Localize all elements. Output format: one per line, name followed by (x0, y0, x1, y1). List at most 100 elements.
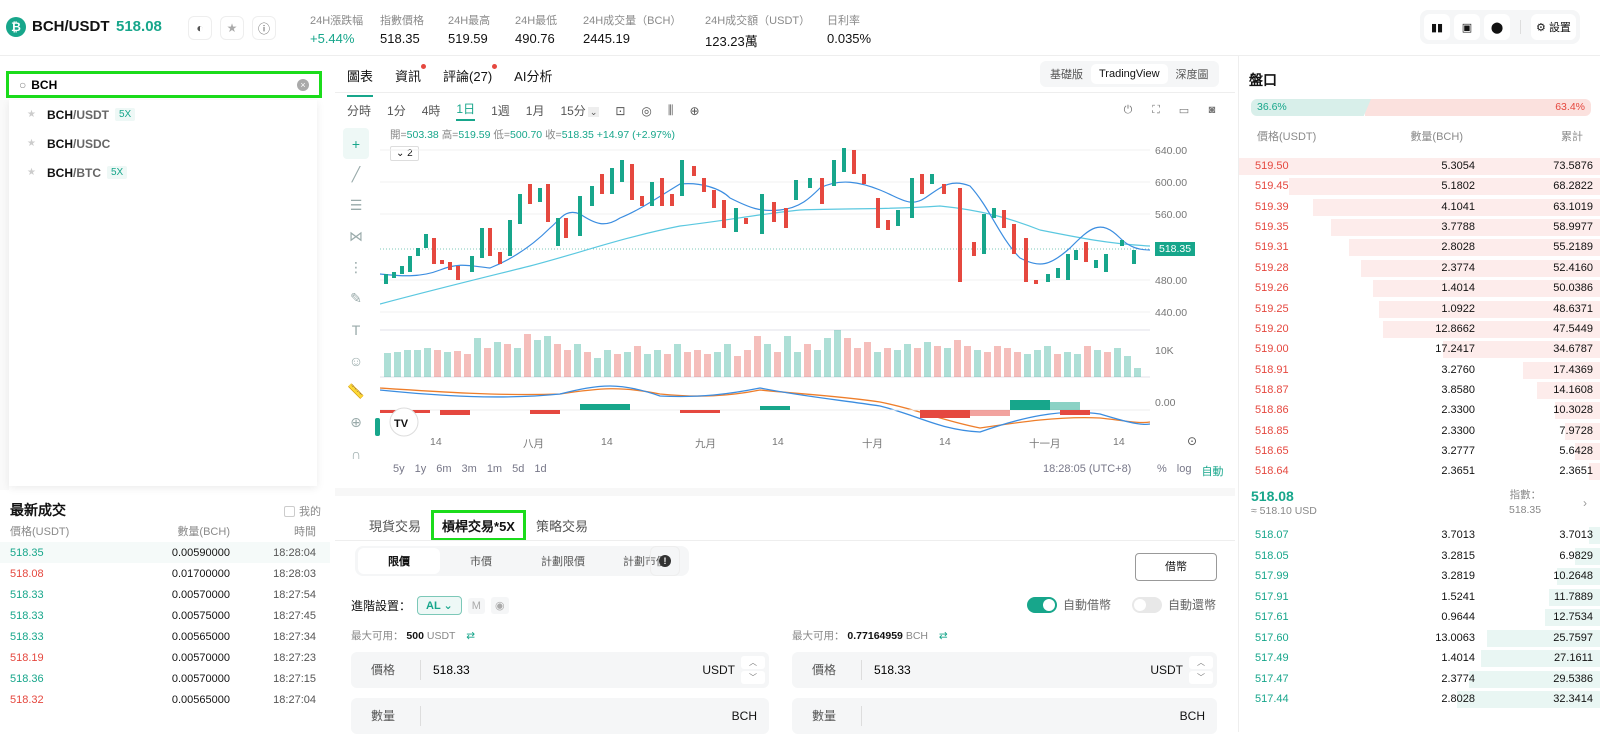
order-type-limit[interactable]: 限價 (358, 548, 440, 574)
tab-margin[interactable]: 槓桿交易*5X (431, 510, 526, 541)
eye-icon[interactable]: ◉ (490, 597, 509, 614)
tab-ai-analysis[interactable]: AI分析 (514, 69, 553, 84)
range-5y[interactable]: 5y (393, 463, 405, 475)
ruler-icon[interactable]: 📏 (347, 383, 365, 399)
tab-news[interactable]: 資訊 (395, 64, 427, 97)
ask-row[interactable]: 519.00 17.2417 34.6787 (1239, 340, 1600, 358)
indicator-collapse-button[interactable]: ⌄ 2 (390, 146, 419, 161)
ask-row[interactable]: 519.28 2.3774 52.4160 (1239, 259, 1600, 277)
scale-percent[interactable]: % (1157, 463, 1167, 475)
ask-row[interactable]: 519.26 1.4014 50.0386 (1239, 279, 1600, 297)
bid-row[interactable]: 517.61 0.9644 12.7534 (1239, 608, 1600, 626)
ask-row[interactable]: 519.50 5.3054 73.5876 (1239, 157, 1600, 175)
tab-chart[interactable]: 圖表 (347, 66, 374, 97)
tab-strategy[interactable]: 策略交易 (535, 519, 588, 534)
text-icon[interactable]: T (351, 321, 361, 338)
pair-name[interactable]: BCH/USDT (32, 18, 110, 35)
bid-row[interactable]: 517.49 1.4014 27.1611 (1239, 649, 1600, 667)
view-basic[interactable]: 基礎版 (1050, 69, 1083, 81)
horizontal-lines-icon[interactable]: ☰ (349, 197, 363, 213)
auto-borrow-toggle[interactable]: 自動借幣 (1027, 596, 1111, 613)
collapse-toolbar-handle[interactable] (375, 418, 380, 436)
transfer-icon[interactable]: ⇄ (938, 630, 948, 642)
ask-row[interactable]: 518.65 3.2777 5.6428 (1239, 442, 1600, 460)
buy-qty-input[interactable] (421, 709, 732, 723)
sell-price-input[interactable] (862, 663, 1151, 677)
range-5d[interactable]: 5d (512, 463, 525, 475)
settings-button[interactable]: ⚙ 設置 (1531, 14, 1576, 40)
order-type-plan-market[interactable]: 計劃市價 (623, 556, 667, 568)
info-button[interactable]: ! (650, 546, 680, 576)
trend-line-icon[interactable]: ╱ (351, 166, 361, 182)
ask-row[interactable]: 519.35 3.7788 58.9977 (1239, 218, 1600, 236)
star-icon[interactable]: ★ (220, 16, 244, 40)
transfer-icon[interactable]: ⇄ (466, 630, 476, 642)
result-item[interactable]: ★ BCH/USDT 5X (9, 100, 317, 129)
tf-1w[interactable]: 1週 (491, 104, 510, 118)
order-type-plan-limit[interactable]: 計劃限價 (541, 556, 585, 568)
increase-button[interactable]: ︿ (741, 656, 765, 669)
ask-row[interactable]: 519.45 5.1802 68.2822 (1239, 177, 1600, 195)
tab-spot[interactable]: 現貨交易 (369, 519, 422, 534)
magnet-icon[interactable]: ∩ (350, 445, 362, 462)
power-icon[interactable]: ⏻ (1123, 103, 1133, 116)
zoom-in-icon[interactable]: ⊕ (350, 414, 362, 430)
crosshair-icon[interactable]: + (343, 128, 369, 159)
ask-row[interactable]: 518.91 3.2760 17.4369 (1239, 361, 1600, 379)
search-box[interactable]: ○ × (6, 71, 322, 98)
bid-row[interactable]: 518.05 3.2815 6.9829 (1239, 547, 1600, 565)
ask-row[interactable]: 518.85 2.3300 7.9728 (1239, 422, 1600, 440)
advanced-mode-select[interactable]: AL ⌄ (417, 596, 462, 615)
brush-icon[interactable]: ✎ (350, 290, 362, 306)
fullscreen-icon[interactable]: ⛶ (1152, 103, 1160, 116)
sell-qty-input[interactable] (862, 709, 1180, 723)
bid-row[interactable]: 518.07 3.7013 3.7013 (1239, 526, 1600, 544)
range-1y[interactable]: 1y (414, 463, 427, 475)
axis-settings-icon[interactable]: ⊙ (1187, 434, 1198, 448)
fib-icon[interactable]: ⋮ (349, 259, 363, 275)
buy-price-input[interactable] (421, 663, 703, 677)
m-mode-button[interactable]: M (467, 597, 485, 614)
tf-1mo[interactable]: 1月 (525, 104, 545, 118)
ask-row[interactable]: 519.39 4.1041 63.1019 (1239, 198, 1600, 216)
chart-icon[interactable]: ⬤ (1484, 14, 1510, 40)
bid-row[interactable]: 517.91 1.5241 11.7889 (1239, 588, 1600, 606)
ask-row[interactable]: 518.64 2.3651 2.3651 (1239, 462, 1600, 480)
ask-row[interactable]: 518.87 3.8580 14.1608 (1239, 381, 1600, 399)
scale-auto[interactable]: 自動 (1201, 466, 1224, 478)
tf-15m[interactable]: 15分 ⌄ (560, 104, 600, 118)
tf-1d[interactable]: 1日 (456, 100, 476, 121)
borrow-button[interactable]: 借幣 (1135, 553, 1217, 581)
view-tradingview[interactable]: TradingView (1091, 64, 1168, 84)
ask-row[interactable]: 519.25 1.0922 48.6371 (1239, 300, 1600, 318)
candle-type-icon[interactable]: ⫼ (667, 103, 674, 117)
mine-checkbox[interactable]: 我的 (284, 503, 321, 519)
increase-button[interactable]: ︿ (1189, 656, 1213, 669)
bid-row[interactable]: 517.60 13.0063 25.7597 (1239, 629, 1600, 647)
result-item[interactable]: ★ BCH/BTC 5X (9, 158, 317, 187)
emoji-icon[interactable]: ☺ (348, 352, 364, 369)
layout-icon[interactable]: ▭ (1178, 104, 1190, 117)
bid-row[interactable]: 517.99 3.2819 10.2648 (1239, 567, 1600, 585)
tab-comments[interactable]: 評論(27) (443, 64, 498, 97)
scale-log[interactable]: log (1176, 463, 1192, 475)
book-icon[interactable]: ▮▮ (1424, 14, 1450, 40)
theme-toggle-icon[interactable]: ◐ (188, 16, 212, 40)
range-3m[interactable]: 3m (461, 463, 477, 475)
result-item[interactable]: ★ BCH/USDC (27, 136, 111, 151)
monitor-icon[interactable]: ▣ (1454, 14, 1480, 40)
tf-timeline[interactable]: 分時 (347, 104, 372, 118)
tf-4h[interactable]: 4時 (421, 104, 441, 118)
ask-row[interactable]: 519.20 12.8662 47.5449 (1239, 320, 1600, 338)
tf-1m[interactable]: 1分 (387, 104, 406, 118)
camera-icon[interactable]: ◙ (1208, 104, 1216, 116)
clear-icon[interactable]: × (297, 78, 309, 91)
decrease-button[interactable]: ﹀ (741, 671, 765, 684)
range-1m[interactable]: 1m (486, 463, 503, 475)
ask-row[interactable]: 518.86 2.3300 10.3028 (1239, 401, 1600, 419)
indicator-icon[interactable]: ⊡ (615, 103, 626, 118)
settings-circle-icon[interactable]: ◎ (641, 103, 652, 118)
range-1d[interactable]: 1d (534, 463, 547, 475)
chevron-right-icon[interactable]: › (1583, 496, 1587, 510)
ask-row[interactable]: 519.31 2.8028 55.2189 (1239, 238, 1600, 256)
